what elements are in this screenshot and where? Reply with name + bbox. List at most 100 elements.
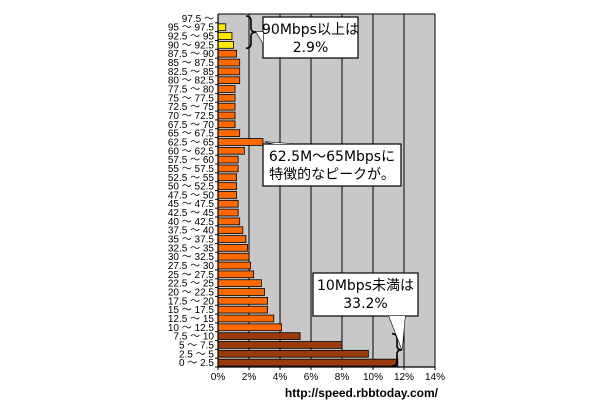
y-tick-label: 32.5 ～ 35 [168,243,215,254]
bar [217,314,275,323]
bar [217,32,233,40]
y-tick-label: 0 ～ 2.5 [179,358,214,369]
bar [217,288,265,296]
bar [217,67,241,76]
y-tick-label: 97.5 ～ [182,14,214,25]
y-tick-label: 70 ～ 72.5 [168,111,215,122]
source-url: http://speed.rbbtoday.com/ [285,386,439,400]
callout-high-text-line: 90Mbps以上は [262,22,359,38]
x-tick-label: 14% [425,372,445,383]
x-tick-label: 12% [394,372,414,383]
bar [217,182,238,190]
callout-peak-box [262,143,402,187]
bar [217,138,264,146]
y-tick-label: 85 ～ 87.5 [168,58,215,69]
bar [217,49,238,58]
bar [217,217,241,226]
bar [217,120,236,129]
callout-low-pointer-fill [389,316,405,350]
bar [217,58,241,67]
callout-high-pointer-fill [256,31,263,43]
y-tick-label: 72.5 ～ 75 [168,102,215,113]
bar [217,252,250,261]
bar [217,164,239,173]
y-tick-label: 7.5 ～ 10 [173,332,214,343]
bar [217,305,268,314]
y-tick-label: 95 ～ 97.5 [168,23,215,34]
y-tick-label: 22.5 ～ 25 [168,279,215,290]
bar [217,235,247,243]
callout-peak-text-line: 特徴的なピークが。 [269,167,395,183]
x-tick-label: 8% [335,372,350,383]
y-tick-label: 12.5 ～ 15 [168,314,215,325]
y-tick-label: 17.5 ～ 20 [168,296,215,307]
y-tick-label: 82.5 ～ 85 [168,67,215,78]
bar [217,358,399,367]
bar [217,341,343,349]
x-tick-label: 6% [304,372,319,383]
y-tick-label: 87.5 ～ 90 [168,49,215,60]
x-tick-label: 2% [242,372,257,383]
bar [217,129,241,137]
bar [217,111,236,120]
y-tick-label: 52.5 ～ 55 [168,173,215,184]
bar [217,23,227,32]
bar [217,173,238,182]
bar [217,296,268,305]
callout-low-text-line: 33.2% [343,296,387,312]
y-tick-label: 27.5 ～ 30 [168,261,215,272]
y-tick-label: 5 ～ 7.5 [179,340,214,351]
bar [217,332,301,340]
y-tick-label: 37.5 ～ 40 [168,226,215,237]
y-tick-label: 30 ～ 32.5 [168,252,215,263]
y-tick-label: 90 ～ 92.5 [168,40,215,51]
bar [217,199,239,208]
bar [217,349,369,358]
bar [217,279,262,287]
callout-low-text-line: 10Mbps未満は [317,278,414,294]
bar [217,244,248,252]
x-tick-label: 10% [363,372,383,383]
bar [217,146,245,155]
y-tick-label: 42.5 ～ 45 [168,208,215,219]
callout-peak-text-line: 62.5M～65Mbpsに [269,149,395,165]
x-tick-label: 0% [211,372,226,383]
y-tick-label: 47.5 ～ 50 [168,190,215,201]
y-tick-label: 92.5 ～ 95 [168,32,215,43]
y-tick-label: 75 ～ 77.5 [168,93,215,104]
y-tick-label: 45 ～ 47.5 [168,199,215,210]
bar [217,191,238,199]
bar [217,102,236,111]
y-tick-label: 20 ～ 22.5 [168,287,215,298]
y-tick-label: 35 ～ 37.5 [168,235,215,246]
y-tick-label: 80 ～ 82.5 [168,76,215,87]
y-tick-label: 77.5 ～ 80 [168,85,215,96]
bar [217,94,236,102]
bar [217,85,236,93]
callout-high-box [262,16,359,59]
bar [217,226,244,235]
x-tick-label: 4% [273,372,288,383]
y-tick-label: 40 ～ 42.5 [168,217,215,228]
bar [217,155,239,164]
bar [217,261,251,270]
y-tick-label: 15 ～ 17.5 [168,305,215,316]
bar [217,41,234,49]
y-tick-label: 60 ～ 62.5 [168,146,215,157]
y-tick-label: 2.5 ～ 5 [179,349,214,360]
bar [217,208,239,217]
bar [217,76,241,85]
y-tick-label: 67.5 ～ 70 [168,120,215,131]
callout-peak-pointer-fill [264,141,293,144]
y-tick-label: 65 ～ 67.5 [168,129,215,140]
y-tick-label: 10 ～ 12.5 [168,323,215,334]
bar [217,323,282,332]
y-tick-label: 50 ～ 52.5 [168,182,215,193]
bar [217,270,255,279]
callout-high-text-line: 2.9% [293,40,329,56]
y-tick-label: 55 ～ 57.5 [168,164,215,175]
callout-low-box [312,272,419,317]
